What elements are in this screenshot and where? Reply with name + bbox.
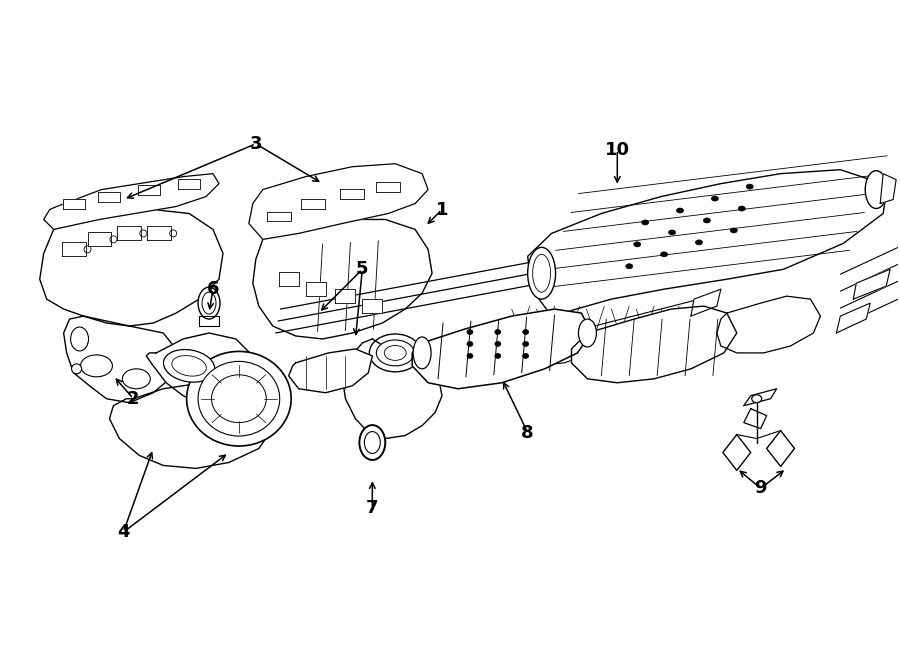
Polygon shape	[836, 303, 870, 333]
Polygon shape	[63, 198, 85, 208]
Polygon shape	[117, 227, 141, 241]
Polygon shape	[717, 296, 821, 353]
Polygon shape	[412, 309, 591, 389]
Ellipse shape	[384, 346, 406, 360]
Ellipse shape	[467, 342, 472, 346]
Text: 4: 4	[117, 523, 130, 541]
Text: 5: 5	[356, 260, 369, 278]
Ellipse shape	[467, 329, 472, 334]
Polygon shape	[147, 333, 259, 408]
Ellipse shape	[81, 355, 112, 377]
Text: 9: 9	[754, 479, 767, 497]
Ellipse shape	[523, 342, 528, 346]
Polygon shape	[289, 349, 373, 393]
Ellipse shape	[865, 171, 887, 208]
Text: 2: 2	[127, 390, 140, 408]
Ellipse shape	[752, 395, 761, 403]
Ellipse shape	[164, 350, 215, 382]
Polygon shape	[343, 339, 442, 438]
Polygon shape	[853, 269, 890, 299]
Text: 10: 10	[605, 141, 630, 159]
Ellipse shape	[730, 228, 737, 233]
Ellipse shape	[212, 375, 266, 422]
Polygon shape	[572, 306, 737, 383]
Text: 6: 6	[207, 280, 220, 298]
Ellipse shape	[359, 425, 385, 460]
Ellipse shape	[376, 340, 414, 366]
Ellipse shape	[467, 354, 472, 358]
Polygon shape	[691, 289, 721, 316]
Text: 7: 7	[366, 499, 379, 518]
Ellipse shape	[696, 240, 702, 245]
Polygon shape	[376, 182, 400, 192]
Polygon shape	[767, 430, 795, 467]
Ellipse shape	[704, 218, 710, 223]
Ellipse shape	[533, 254, 551, 292]
Text: 3: 3	[249, 135, 262, 153]
Polygon shape	[98, 192, 121, 202]
Ellipse shape	[523, 354, 528, 358]
Ellipse shape	[413, 337, 431, 369]
Ellipse shape	[364, 432, 381, 453]
Ellipse shape	[495, 354, 500, 358]
Polygon shape	[505, 296, 717, 366]
Ellipse shape	[170, 230, 176, 237]
Ellipse shape	[122, 369, 150, 389]
Ellipse shape	[70, 327, 88, 351]
Polygon shape	[139, 184, 160, 194]
Polygon shape	[110, 383, 273, 469]
Ellipse shape	[746, 184, 753, 189]
Polygon shape	[723, 434, 751, 471]
Polygon shape	[279, 272, 299, 286]
Ellipse shape	[110, 236, 117, 243]
Polygon shape	[40, 210, 223, 326]
Polygon shape	[266, 212, 291, 221]
Polygon shape	[301, 198, 325, 208]
Polygon shape	[148, 227, 171, 241]
Ellipse shape	[186, 352, 292, 446]
Polygon shape	[363, 299, 382, 313]
Polygon shape	[248, 164, 428, 239]
Polygon shape	[880, 174, 896, 204]
Ellipse shape	[84, 246, 91, 253]
Polygon shape	[253, 219, 432, 339]
Ellipse shape	[172, 356, 206, 376]
Ellipse shape	[369, 334, 421, 372]
Text: 8: 8	[521, 424, 534, 442]
Ellipse shape	[72, 364, 82, 374]
Ellipse shape	[579, 319, 597, 347]
Ellipse shape	[202, 292, 216, 314]
Ellipse shape	[495, 342, 500, 346]
Polygon shape	[743, 389, 777, 406]
Ellipse shape	[523, 329, 528, 334]
Ellipse shape	[527, 247, 555, 299]
Polygon shape	[527, 170, 886, 316]
Polygon shape	[199, 316, 219, 326]
Ellipse shape	[677, 208, 683, 213]
Ellipse shape	[711, 196, 718, 201]
Polygon shape	[306, 282, 326, 296]
Ellipse shape	[738, 206, 745, 211]
Polygon shape	[178, 178, 200, 188]
Ellipse shape	[495, 329, 500, 334]
Ellipse shape	[140, 230, 147, 237]
Polygon shape	[64, 316, 179, 403]
Ellipse shape	[642, 220, 649, 225]
Polygon shape	[87, 233, 112, 247]
Ellipse shape	[634, 242, 641, 247]
Ellipse shape	[198, 287, 220, 319]
Ellipse shape	[661, 252, 668, 257]
Polygon shape	[44, 174, 219, 229]
Ellipse shape	[626, 264, 633, 269]
Text: 1: 1	[436, 200, 448, 219]
Polygon shape	[61, 243, 86, 256]
Polygon shape	[743, 408, 767, 428]
Polygon shape	[336, 289, 356, 303]
Ellipse shape	[198, 362, 280, 436]
Polygon shape	[340, 188, 364, 198]
Ellipse shape	[669, 230, 676, 235]
